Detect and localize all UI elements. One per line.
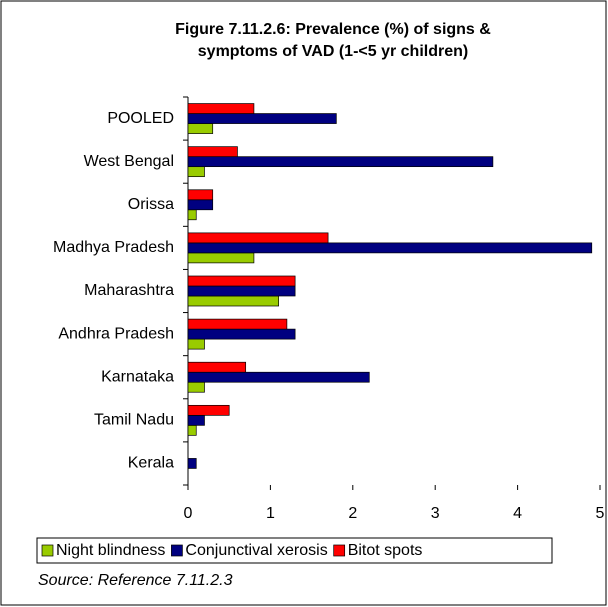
bar xyxy=(187,381,205,393)
bar xyxy=(187,189,214,201)
x-tick-label: 1 xyxy=(266,505,275,522)
bar xyxy=(187,242,593,254)
x-tick-label: 0 xyxy=(184,505,193,522)
source-note: Source: Reference 7.11.2.3 xyxy=(38,572,233,589)
legend-swatch xyxy=(41,544,54,557)
legend-swatch xyxy=(171,544,183,557)
bar xyxy=(187,295,279,307)
bar xyxy=(187,371,370,383)
y-tick-label: Tamil Nadu xyxy=(94,412,174,429)
legend-label: Bitot spots xyxy=(348,542,423,559)
legend-swatch xyxy=(333,544,346,557)
bar xyxy=(187,113,337,124)
x-tick-label: 2 xyxy=(348,505,357,522)
bar xyxy=(187,123,214,134)
bar xyxy=(187,458,197,469)
bar xyxy=(187,414,205,426)
bar xyxy=(187,103,255,114)
bar xyxy=(187,361,247,373)
chart-title: symptoms of VAD (1-<5 yr children) xyxy=(198,43,468,60)
bar xyxy=(187,166,205,178)
bar xyxy=(187,252,255,264)
bar xyxy=(187,232,329,244)
x-tick-label: 4 xyxy=(513,505,522,522)
legend-label: Conjunctival xerosis xyxy=(185,542,327,559)
bar xyxy=(187,156,494,168)
y-tick-label: Maharashtra xyxy=(84,282,174,299)
chart-title: Figure 7.11.2.6: Prevalence (%) of signs… xyxy=(175,21,491,38)
y-tick-label: Madhya Pradesh xyxy=(53,239,174,256)
x-tick-label: 5 xyxy=(596,505,605,522)
legend xyxy=(36,537,553,564)
bar xyxy=(187,199,214,211)
bar xyxy=(187,424,197,436)
y-tick-label: Kerala xyxy=(128,455,174,472)
y-tick-label: Orissa xyxy=(128,196,174,213)
legend-label: Night blindness xyxy=(56,542,165,559)
y-tick-label: Andhra Pradesh xyxy=(58,325,174,342)
bar xyxy=(187,404,230,416)
bar xyxy=(187,338,205,350)
bar xyxy=(187,285,296,297)
y-tick-label: West Bengal xyxy=(84,153,174,170)
bar xyxy=(187,209,197,221)
bar xyxy=(187,318,288,330)
bar xyxy=(187,275,296,287)
y-tick-label: Karnataka xyxy=(101,368,174,385)
bar xyxy=(187,328,296,340)
bar xyxy=(187,146,238,158)
y-tick-label: POOLED xyxy=(107,110,174,127)
x-tick-label: 3 xyxy=(431,505,440,522)
